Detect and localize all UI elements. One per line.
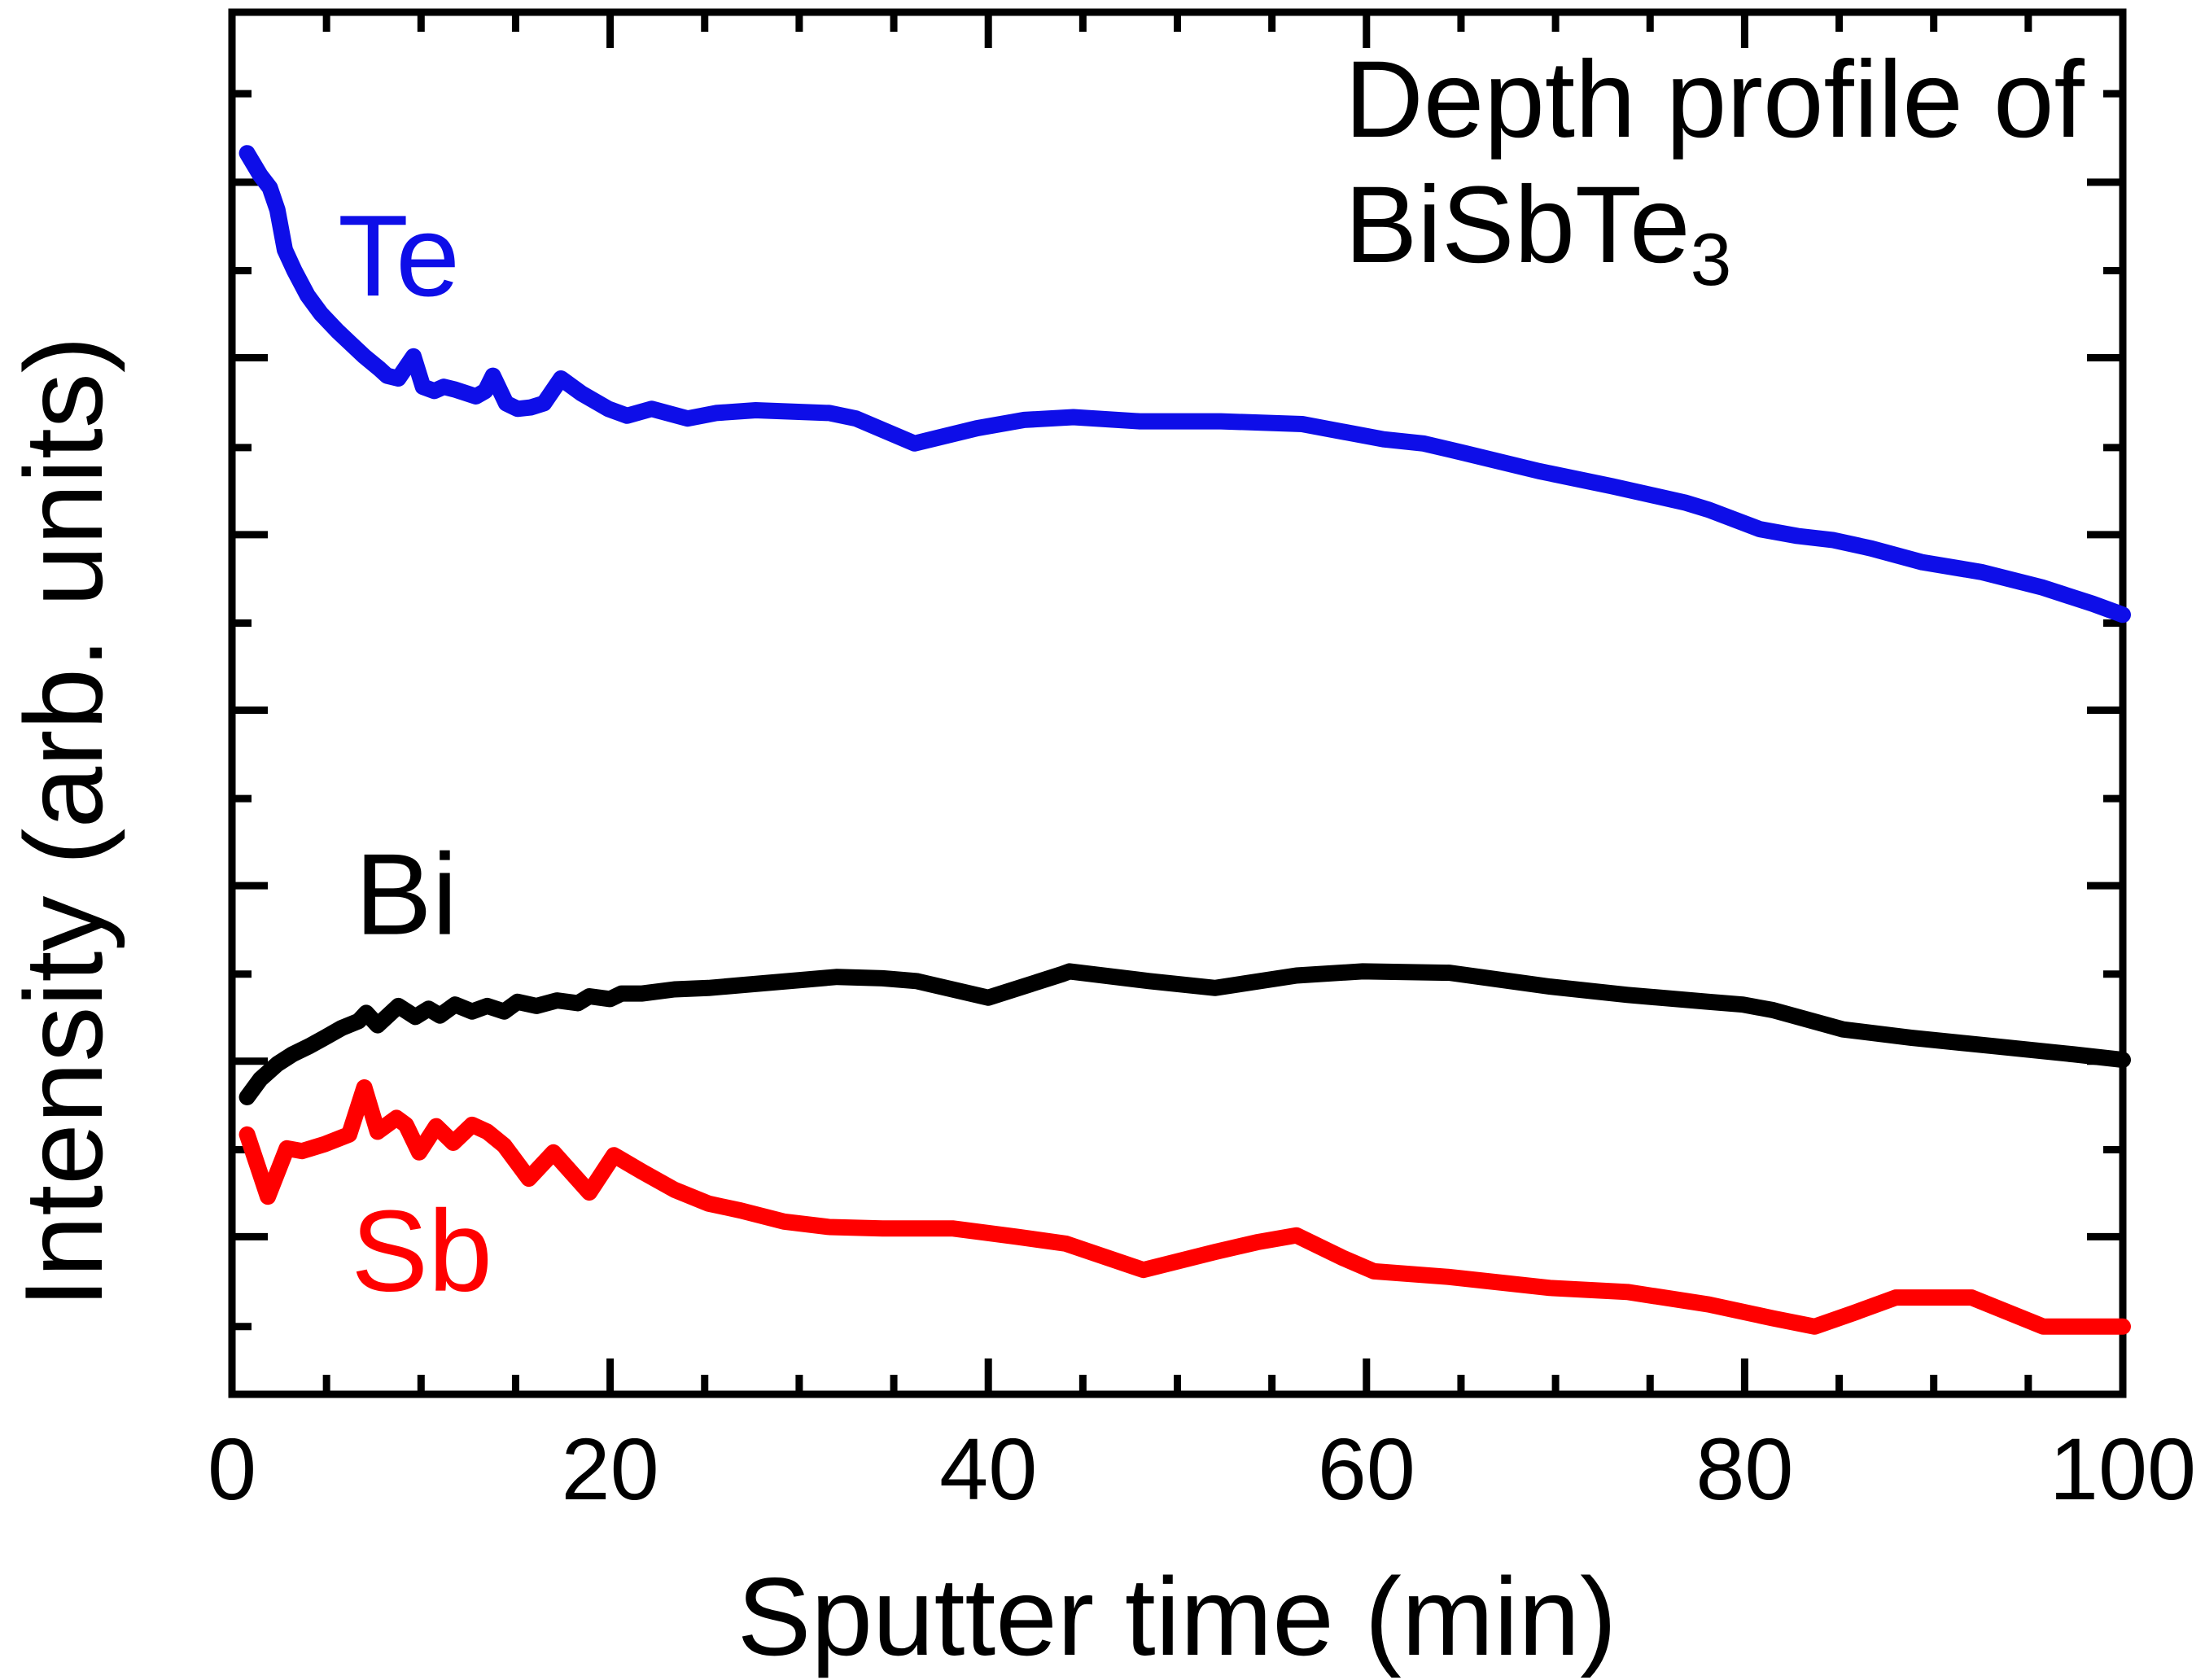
chart-title-formula: BiSbTe xyxy=(1345,164,1691,287)
chart-title-line2: BiSbTe3 xyxy=(1345,163,2085,297)
chart-title: Depth profile of BiSbTe3 xyxy=(1345,37,2085,297)
series-label-te: Te xyxy=(338,191,460,321)
chart-title-formula-subscript: 3 xyxy=(1690,218,1732,301)
x-tick-label-20: 20 xyxy=(562,1420,659,1518)
x-tick-label-0: 0 xyxy=(208,1420,256,1518)
y-axis-label: Intensity (arb. units) xyxy=(2,335,125,1309)
x-tick-label-80: 80 xyxy=(1695,1420,1793,1518)
x-axis-label: Sputter time (min) xyxy=(737,1555,1617,1678)
chart-title-line1: Depth profile of xyxy=(1345,39,2085,160)
te-curve xyxy=(238,145,2131,623)
curves xyxy=(238,145,2131,1335)
x-tick-label-100: 100 xyxy=(2050,1420,2196,1518)
series-label-sb: Sb xyxy=(351,1187,492,1316)
plot-frame xyxy=(228,8,2127,1398)
sb-curve xyxy=(238,1079,2131,1335)
x-tick-labels: 0 20 40 60 80 100 xyxy=(208,1420,2196,1518)
x-tick-label-40: 40 xyxy=(939,1420,1037,1518)
x-tick-label-60: 60 xyxy=(1318,1420,1415,1518)
series-label-bi: Bi xyxy=(355,830,457,960)
bi-curve xyxy=(238,963,2131,1105)
